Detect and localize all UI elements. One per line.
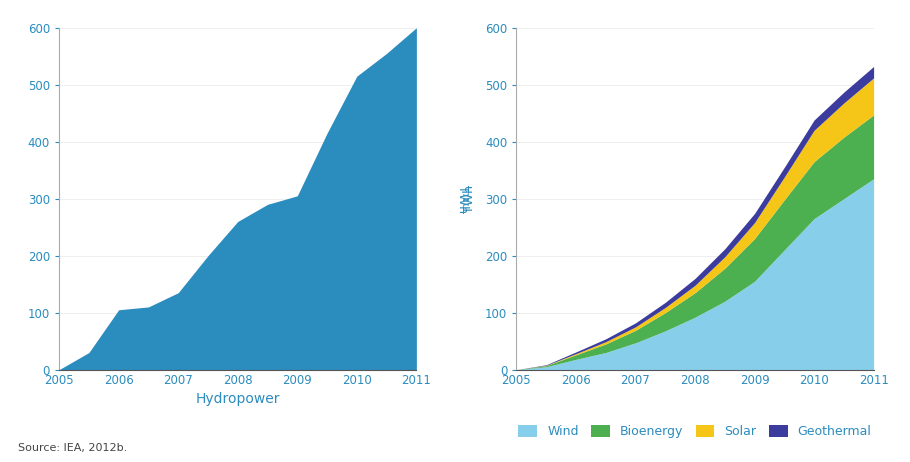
Text: TWh: TWh	[456, 185, 470, 213]
Text: TWh: TWh	[463, 185, 477, 213]
X-axis label: Hydropower: Hydropower	[196, 392, 280, 406]
Legend: Wind, Bioenergy, Solar, Geothermal: Wind, Bioenergy, Solar, Geothermal	[513, 420, 876, 444]
Text: Source: IEA, 2012b.: Source: IEA, 2012b.	[18, 443, 127, 453]
